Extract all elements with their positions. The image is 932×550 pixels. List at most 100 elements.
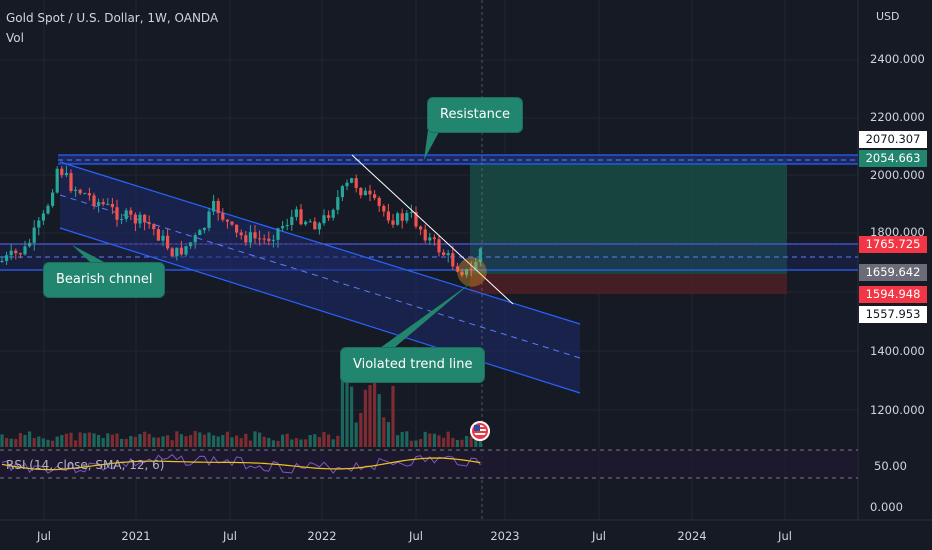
candle-body [442, 252, 446, 256]
volume-bar [170, 440, 174, 447]
candle-body [267, 238, 271, 241]
volume-bar [115, 433, 119, 447]
candle-body [166, 235, 170, 249]
volume-indicator-label[interactable]: Vol [6, 31, 24, 45]
breakout-marker [457, 257, 487, 287]
candle-body [373, 194, 377, 198]
volume-bar [166, 435, 170, 447]
trend-line [351, 154, 514, 305]
volume-bar [129, 435, 133, 447]
candle-body [212, 200, 216, 212]
volume-bar [207, 432, 211, 447]
volume-bar [469, 436, 473, 447]
candle-body [350, 178, 354, 183]
candle-body [340, 186, 344, 198]
candle-body [221, 213, 225, 220]
candle-body [281, 226, 285, 229]
volume-bar [258, 432, 262, 447]
time-tick: Jul [409, 529, 423, 543]
time-tick: 2022 [307, 529, 337, 543]
volume-bar [97, 434, 101, 447]
candle-body [336, 197, 340, 210]
candle-body [5, 255, 9, 261]
candle-body [28, 242, 32, 247]
candle-body [478, 248, 482, 263]
price-box-high: 2070.307 [859, 131, 927, 148]
flag-canton [474, 425, 480, 431]
candle-body [446, 253, 450, 256]
candle-body [110, 203, 114, 208]
rsi-indicator-label[interactable]: RSI (14, close, SMA, 12, 6) [6, 458, 165, 472]
volume-bar [478, 436, 482, 447]
resistance-callout[interactable]: Resistance [427, 97, 524, 133]
candle-body [465, 269, 469, 276]
time-tick: 2021 [121, 529, 151, 543]
volume-bar [276, 440, 280, 447]
candle-body [469, 269, 473, 271]
channel-midline [59, 194, 581, 359]
bearish-channel-callout[interactable]: Bearish chnnel [43, 262, 166, 298]
candle-body [175, 247, 179, 257]
volume-bar [317, 437, 321, 447]
volume-bar [465, 435, 469, 447]
volume-bar [37, 436, 41, 447]
volume-bar [0, 434, 4, 447]
volume-bar [60, 435, 64, 447]
candle-body [455, 266, 459, 272]
volume-bar [432, 433, 436, 447]
volume-bar [340, 378, 344, 447]
candle-body [64, 173, 68, 176]
candle-body [363, 190, 367, 196]
candle-body [290, 216, 294, 226]
volume-bar [290, 439, 294, 447]
volume-bar [175, 431, 179, 447]
candle-body [133, 214, 137, 224]
symbol-title[interactable]: Gold Spot / U.S. Dollar, 1W, OANDA [6, 11, 219, 25]
volume-bar [455, 439, 459, 447]
candle-body [60, 168, 64, 176]
candle-body [83, 193, 87, 195]
volume-bar [147, 433, 151, 447]
volume-bar [193, 431, 197, 447]
volume-bar [55, 436, 59, 447]
candle-body [170, 248, 174, 257]
candle-body [106, 203, 110, 205]
volume-bar [23, 434, 27, 447]
candle-body [294, 209, 298, 217]
candle-body [299, 209, 303, 225]
volume-bar [216, 436, 220, 447]
candle-body [437, 239, 441, 253]
volume-bar [414, 440, 418, 447]
volume-bar [212, 435, 216, 447]
candle-body [32, 227, 36, 243]
volume-bar [396, 435, 400, 447]
candle-body [285, 225, 289, 227]
volume-bar [235, 435, 239, 447]
candle-body [322, 215, 326, 224]
volume-bar [110, 434, 114, 447]
price-box-low: 1557.953 [859, 306, 927, 323]
volume-bar [336, 435, 340, 447]
bearish-channel-fill [60, 162, 580, 393]
volume-bar [409, 440, 413, 447]
candle-body [377, 197, 381, 206]
volume-bar [442, 437, 446, 447]
volume-bar [400, 431, 404, 447]
violated-trend-line-callout[interactable]: Violated trend line [340, 347, 486, 383]
volume-bar [78, 432, 82, 447]
candle-body [124, 210, 128, 219]
candle-body [423, 229, 427, 241]
candle-body [198, 230, 202, 236]
candle-body [359, 187, 363, 196]
volume-bar [267, 437, 271, 447]
candle-body [474, 262, 478, 270]
candle-body [428, 237, 432, 241]
candle-body [414, 211, 418, 227]
candle-body [225, 219, 229, 222]
violated-trend-line-callout-pointer [380, 282, 472, 348]
candle-body [331, 209, 335, 218]
us-flag-icon[interactable] [470, 421, 490, 441]
candle-body [382, 205, 386, 212]
candle-body [317, 223, 321, 230]
